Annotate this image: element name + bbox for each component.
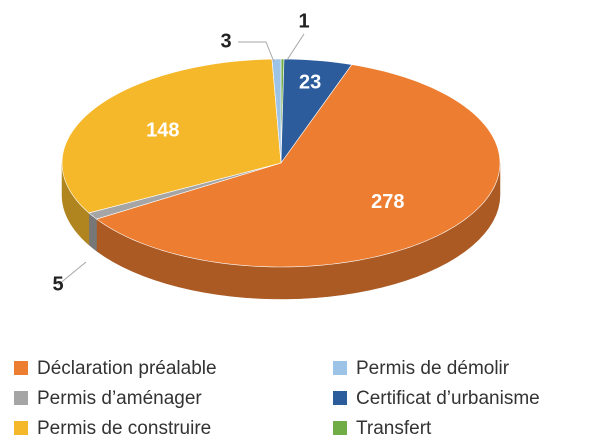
legend-label: Permis de démolir	[356, 358, 510, 379]
legend-label: Déclaration préalable	[37, 358, 217, 379]
legend-label: Permis d’aménager	[37, 388, 202, 409]
legend-swatch	[333, 361, 347, 375]
data-label: 23	[299, 71, 321, 93]
data-label: 148	[146, 120, 179, 142]
leader-line	[238, 41, 275, 63]
slice	[95, 64, 501, 268]
legend-label: Transfert	[356, 418, 432, 439]
slice	[61, 58, 282, 214]
data-label: 5	[52, 273, 63, 295]
data-label: 1	[298, 10, 309, 32]
slice	[280, 58, 353, 164]
legend-swatch	[14, 361, 28, 375]
slice	[271, 58, 282, 164]
legend-swatch	[14, 421, 28, 435]
slice-side	[88, 212, 97, 252]
legend-swatch	[333, 421, 347, 435]
legend-label: Certificat d’urbanisme	[356, 388, 540, 409]
data-label: 278	[371, 191, 404, 213]
leader-line	[57, 261, 87, 286]
legend-label: Permis de construire	[37, 418, 211, 439]
legend-swatch	[14, 391, 28, 405]
data-label: 3	[220, 30, 231, 52]
leader-line	[286, 33, 305, 61]
legend-swatch	[333, 391, 347, 405]
